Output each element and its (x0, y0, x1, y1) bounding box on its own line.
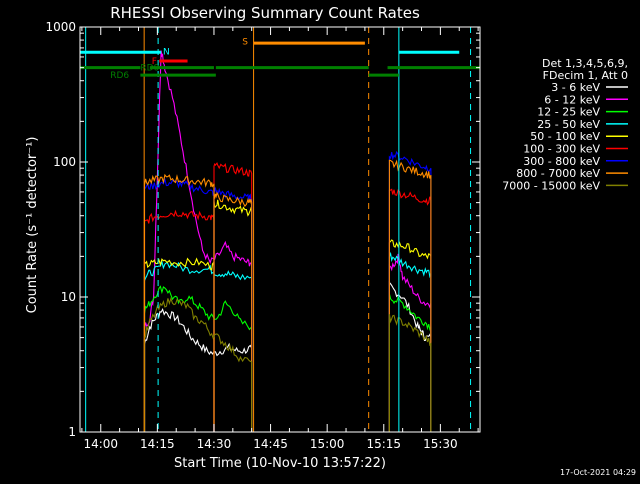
legend-header-line-2: FDecim 1, Att 0 (543, 69, 628, 82)
y-tick-label-3: 100 (53, 155, 76, 169)
series-7-segment-1 (143, 177, 215, 432)
y-tick-label-2: 10 (61, 290, 76, 304)
series-4-segment-1 (143, 260, 253, 432)
state-bar-label-4: RD6 (110, 71, 129, 81)
series-6-segment-1 (143, 209, 215, 432)
series-8-segment-1 (143, 173, 215, 432)
axes: 14:00 14:15 14:30 14:45 15:00 15:15 15:30 1 10 10… (45, 20, 481, 451)
x-tick-label-6: 15:15 (366, 437, 401, 451)
series-7-segment-2 (213, 186, 253, 432)
series-9-segment-1 (143, 296, 253, 432)
y-tick-label-4: 1000 (45, 20, 76, 34)
series-1-segment-1 (143, 307, 253, 432)
series-8-segment-2 (213, 191, 253, 432)
y-axis-label: Count Rate (s⁻¹ detector⁻¹) (25, 137, 40, 314)
series-9-segment-2 (388, 314, 432, 432)
series-6-segment-3 (388, 188, 432, 432)
legend-header-line-1: Det 1,3,4,5,6,9, (542, 57, 628, 70)
series-4-segment-2 (388, 251, 432, 432)
series-5-segment-2 (213, 199, 253, 432)
legend-label-2: 6 - 12 keV (544, 93, 600, 106)
x-tick-label-7: 15:30 (423, 437, 458, 451)
plot-frame (79, 26, 481, 433)
x-tick-label-3: 14:30 (197, 437, 232, 451)
state-bar-label-3: RD0 (140, 64, 159, 74)
series-3-segment-2 (388, 293, 432, 432)
x-tick-label-4: 14:45 (253, 437, 288, 451)
x-tick-label-5: 15:00 (310, 437, 345, 451)
chart-title: RHESSI Observing Summary Count Rates (110, 4, 420, 22)
state-bar-label-2: F (152, 57, 157, 67)
series-5-segment-3 (388, 239, 432, 432)
legend-label-3: 12 - 25 keV (537, 106, 600, 119)
legend-label-1: 3 - 6 keV (551, 81, 600, 94)
state-bar-label-5: S (242, 38, 248, 48)
series-1-segment-2 (388, 281, 432, 432)
x-axis-label: Start Time (10-Nov-10 13:57:22) (174, 456, 386, 471)
legend-label-4: 25 - 50 keV (537, 118, 600, 131)
series-3-segment-1 (143, 285, 253, 432)
legend-label-8: 800 - 7000 keV (516, 167, 600, 180)
series-7-segment-3 (388, 150, 432, 432)
series-8-segment-3 (388, 159, 432, 432)
legend-label-7: 300 - 800 keV (523, 155, 600, 168)
series-6-segment-2 (213, 162, 253, 432)
legend-label-5: 50 - 100 keV (530, 130, 600, 143)
legend: Det 1,3,4,5,6,9,FDecim 1, Att 03 - 6 keV… (502, 57, 628, 192)
legend-label-9: 7000 - 15000 keV (502, 179, 600, 192)
series-5-segment-1 (143, 257, 215, 432)
series-2-segment-2 (388, 253, 432, 432)
y-tick-label-1: 1 (68, 425, 76, 439)
x-tick-label-1: 14:00 (83, 437, 118, 451)
legend-label-6: 100 - 300 keV (523, 143, 600, 156)
state-bar-label-1: N (163, 47, 170, 57)
x-tick-label-2: 14:15 (140, 437, 175, 451)
footer-timestamp: 17-Oct-2021 04:29 (560, 468, 636, 477)
series-2-segment-1 (143, 50, 253, 432)
